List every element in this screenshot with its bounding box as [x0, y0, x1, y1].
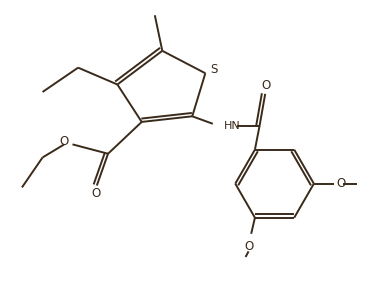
Text: O: O — [337, 177, 346, 190]
Text: O: O — [262, 79, 271, 92]
Text: O: O — [91, 186, 100, 200]
Text: HN: HN — [224, 121, 241, 131]
Text: O: O — [244, 240, 253, 253]
Text: S: S — [210, 63, 217, 76]
Text: O: O — [60, 135, 69, 148]
